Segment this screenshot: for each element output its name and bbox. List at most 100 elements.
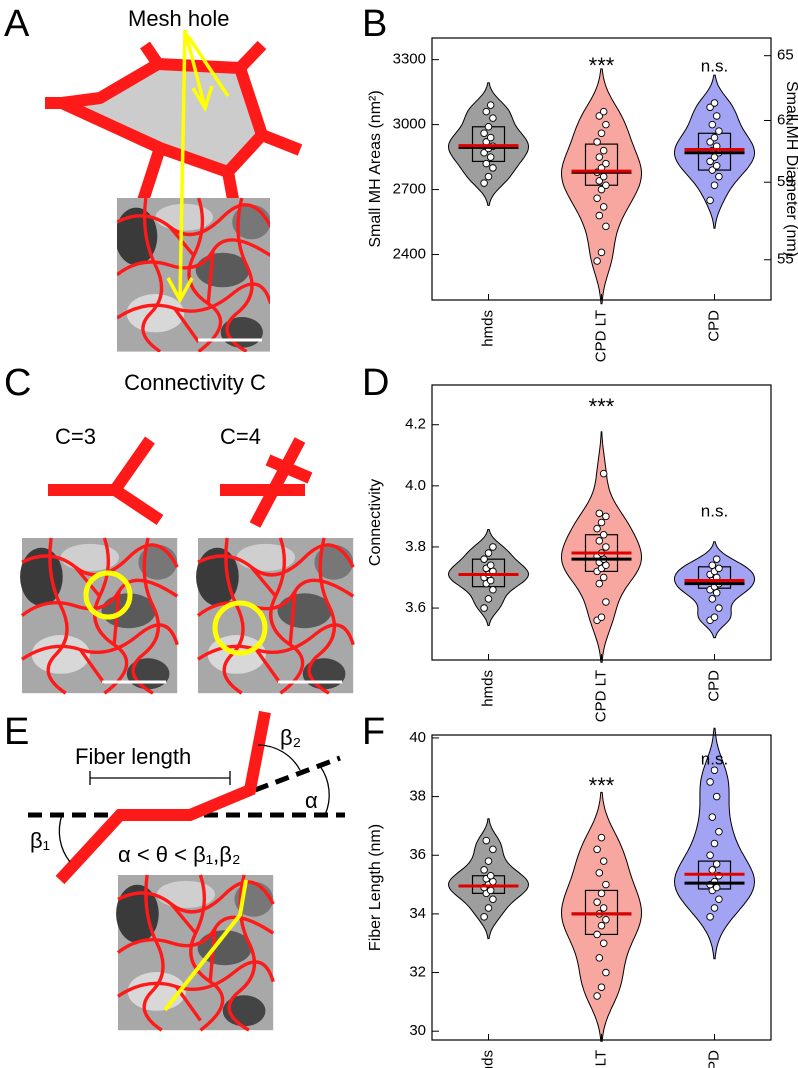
data-point [715,604,723,612]
data-point [602,120,610,129]
diagram-label: Fiber length [75,744,191,769]
data-point [599,146,608,155]
diagram-e: Fiber length β₂ α β₁ α < θ < β₁,β₂ [28,710,345,1035]
data-point [597,921,606,930]
y-tick-label: 34 [409,905,426,922]
data-point [599,107,608,116]
data-point [486,561,495,570]
data-point [489,895,497,903]
data-point [597,129,606,138]
data-point [484,549,493,557]
annotation: *** [589,394,615,419]
data-point [489,585,497,594]
x-tick-label: CPD LT [592,310,609,362]
panel-label: A [4,3,30,45]
data-point [708,866,717,874]
data-point [712,555,721,563]
data-point [602,222,610,231]
data-point [712,792,721,801]
data-point [480,913,488,921]
data-point [599,469,608,478]
data-point [602,968,610,977]
data-point [595,869,604,877]
diagram-c: Connectivity C C=3 C=4 [18,370,355,695]
y2-tick-label: 55 [777,251,794,268]
data-point [708,561,717,570]
data-point [480,129,488,138]
data-point [712,112,721,120]
y2-tick-label: 59 [777,173,794,190]
y-tick-label: 3.8 [405,538,426,555]
y-tick-label: 40 [409,729,426,746]
x-tick-label: hmds [479,1050,496,1068]
y-tick-label: 38 [409,788,426,805]
data-point [710,181,719,189]
data-point [712,589,721,597]
data-point [710,133,719,142]
data-point [708,595,717,603]
data-point [710,99,719,107]
annotation: *** [589,53,615,78]
data-point [597,185,606,194]
data-point [599,172,608,181]
y-axis-label: Small MH Areas (nm²) [367,90,384,247]
data-point [480,149,488,157]
data-point [602,512,610,521]
box [471,558,506,588]
data-point [597,983,606,991]
data-point [597,833,606,842]
data-point [482,159,491,168]
box [584,143,619,186]
data-point [708,120,717,129]
data-point [593,194,601,202]
data-point [602,916,610,924]
diagram-label: α [305,788,318,813]
data-point [597,248,606,257]
plot-frame [431,734,772,1041]
data-point [593,138,601,146]
diagram-label: C=3 [55,424,96,449]
data-point [484,595,493,603]
y-tick-label: 4.2 [405,416,426,433]
panel-label: D [362,362,389,404]
data-point [480,604,488,612]
y-axis-label: Connectivity [367,479,384,566]
annotation: *** [589,773,615,798]
violin [560,431,643,663]
data-point [484,904,493,912]
x-tick-label: CPD LT [592,670,609,722]
data-point [712,162,721,170]
diagram-title: Connectivity C [124,370,266,395]
x-tick-label: hmds [479,670,496,707]
data-point [595,153,604,161]
data-point [706,196,714,205]
data-point [602,561,610,570]
data-point [706,157,714,166]
data-point [593,930,601,939]
y-tick-label: 3300 [393,51,426,68]
y2-tick-label: 65 [777,47,794,64]
data-point [715,828,723,836]
data-point [708,813,717,821]
data-point [597,889,606,898]
data-point [599,857,608,865]
y-axis-label: Fiber Length (nm) [367,824,384,951]
data-point [595,954,604,962]
y-tick-label: 36 [409,846,426,863]
diagram-label: β₂ [280,725,301,750]
data-point [602,598,610,606]
data-point [602,543,610,551]
data-point [595,211,604,220]
diagram-label: β₁ [30,828,50,853]
x-tick-label: CPD [705,1050,722,1068]
data-point [602,159,610,168]
panel-label: B [362,3,387,45]
y-tick-label: 2700 [393,181,426,198]
data-point [597,613,606,621]
data-point [602,181,610,189]
data-point [710,613,719,621]
data-point [710,839,719,848]
panel-label: F [362,711,385,753]
data-point [599,530,608,539]
diagram-label: Mesh hole [128,6,230,31]
